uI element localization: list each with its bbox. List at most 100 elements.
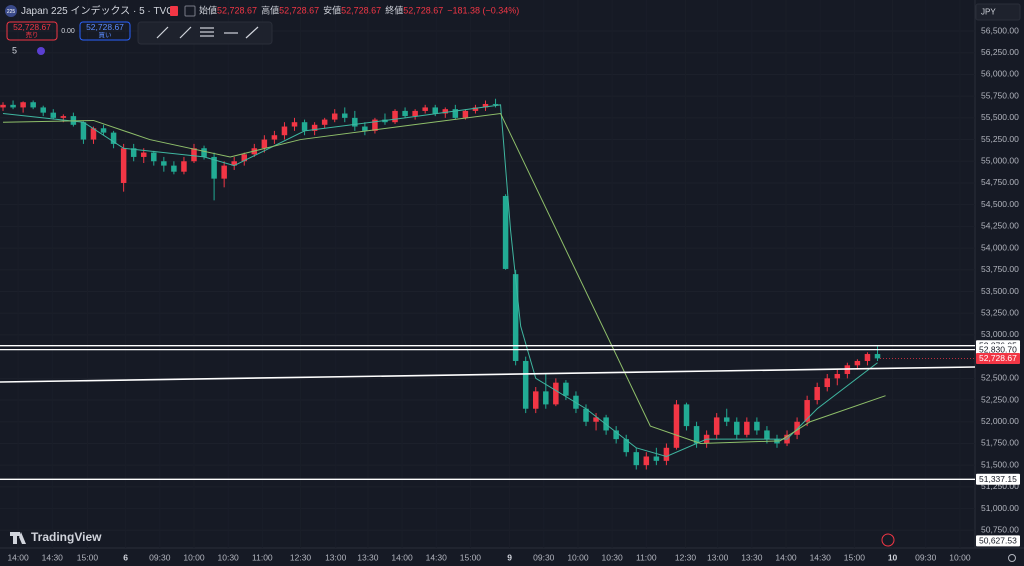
candle-body	[211, 156, 217, 179]
candle-body	[321, 119, 328, 125]
candle-body	[291, 122, 298, 127]
y-tick-label: 51,500.00	[981, 459, 1019, 469]
y-tick-label: 56,250.00	[981, 47, 1019, 57]
candle-body	[693, 426, 700, 444]
x-tick-label: 9	[507, 552, 512, 562]
drawing-toolbar	[137, 21, 273, 45]
candle-body	[673, 404, 680, 448]
y-tick-label: 51,000.00	[981, 503, 1019, 513]
x-tick-label: 13:30	[357, 552, 379, 562]
symbol-icon-text: 225	[7, 9, 16, 15]
candle-body	[683, 404, 690, 427]
candle-body	[60, 116, 67, 118]
candle-body	[492, 103, 499, 105]
candle-body	[261, 139, 268, 149]
candle-body	[663, 447, 670, 461]
levels: 52,876.0552,830.7052,728.6751,337.1550,6…	[0, 340, 1020, 547]
x-tick-label: 09:30	[915, 552, 937, 562]
candle-body	[331, 113, 338, 120]
sell-label[interactable]: 売り	[26, 30, 39, 39]
y-tick-label: 53,000.00	[981, 329, 1019, 339]
y-tick-label: 51,250.00	[981, 481, 1019, 491]
candle-body	[543, 391, 549, 405]
candle-body	[794, 421, 800, 435]
candle-body	[151, 152, 157, 162]
candle-body	[754, 421, 760, 431]
sell-button[interactable]	[6, 21, 58, 41]
brand-logo	[10, 532, 26, 544]
y-tick-label: 51,750.00	[981, 438, 1019, 448]
y-tick-label: 53,750.00	[981, 264, 1019, 274]
x-tick-label: 14:30	[810, 552, 832, 562]
candle-body	[824, 378, 830, 388]
candle-body	[181, 161, 187, 172]
candle-body	[432, 107, 438, 114]
x-tick-label: 13:00	[707, 552, 729, 562]
ohlc-value: 52,728.67	[403, 6, 443, 16]
candle-body	[221, 165, 227, 179]
x-tick-label: 10:00	[183, 552, 205, 562]
candle-body	[522, 360, 529, 409]
y-tick-label: 56,000.00	[981, 69, 1019, 79]
x-tick-label: 10:30	[601, 552, 623, 562]
level-label-box	[976, 535, 1020, 547]
candle-body	[563, 382, 569, 396]
candle-body	[623, 439, 629, 453]
candle-body	[643, 456, 650, 466]
level-label: 50,627.53	[979, 536, 1017, 546]
candle-body	[30, 102, 36, 108]
ohlc-label: 高値	[261, 5, 279, 16]
candle-body	[502, 196, 509, 269]
candle-body	[734, 421, 740, 435]
x-tick-label: 14:00	[391, 552, 413, 562]
candle-body	[171, 165, 177, 172]
currency-box[interactable]	[975, 3, 1021, 21]
spread: 0.00	[61, 28, 75, 35]
candle-body	[301, 122, 308, 131]
candle-body	[402, 110, 408, 117]
x-tick-label: 15:00	[844, 552, 866, 562]
x-tick-label: 10	[888, 552, 898, 562]
y-tick-label: 54,500.00	[981, 199, 1019, 209]
level-label-box	[976, 352, 1020, 364]
candle-body	[834, 374, 841, 379]
interval[interactable]: 5	[12, 45, 17, 55]
x-tick-label: 13:00	[325, 552, 347, 562]
level-label-box	[976, 344, 1020, 356]
marks	[0, 98, 886, 470]
level-label: 52,728.67	[979, 353, 1017, 363]
buy-button[interactable]	[79, 21, 131, 41]
buy-label[interactable]: 買い	[99, 31, 112, 39]
y-tick-label: 50,750.00	[981, 525, 1019, 535]
x-tick-label: 12:30	[675, 552, 697, 562]
buy-price[interactable]: 52,728.67	[86, 22, 124, 32]
x-tick-label: 11:00	[252, 552, 273, 562]
candle-body	[462, 110, 469, 118]
candle-body	[392, 110, 398, 123]
x-tick-label: 09:30	[149, 552, 171, 562]
moving-average	[2, 104, 878, 458]
currency[interactable]: JPY	[981, 8, 996, 17]
candle-body	[804, 400, 810, 422]
sell-price[interactable]: 52,728.67	[13, 22, 51, 32]
y-tick-label: 55,750.00	[981, 90, 1019, 100]
candle-body	[412, 110, 418, 117]
candle-body	[874, 354, 881, 359]
candle-body	[482, 103, 489, 108]
settings-icon[interactable]	[1008, 554, 1016, 562]
symbol-icon	[5, 5, 17, 17]
alert-icon[interactable]	[881, 533, 895, 547]
candle-body	[854, 360, 861, 366]
candle-body	[744, 421, 750, 435]
x-tick-label: 14:00	[775, 552, 797, 562]
candle-body	[723, 417, 730, 422]
ohlc-label: 始値	[199, 5, 217, 16]
x-tick-label: 09:30	[533, 552, 555, 562]
candle-body	[90, 128, 97, 140]
y-tick-label: 53,500.00	[981, 286, 1019, 296]
toolbar-icons[interactable]	[156, 26, 259, 39]
candle-body	[50, 112, 57, 118]
y-tick-label: 54,750.00	[981, 177, 1019, 187]
